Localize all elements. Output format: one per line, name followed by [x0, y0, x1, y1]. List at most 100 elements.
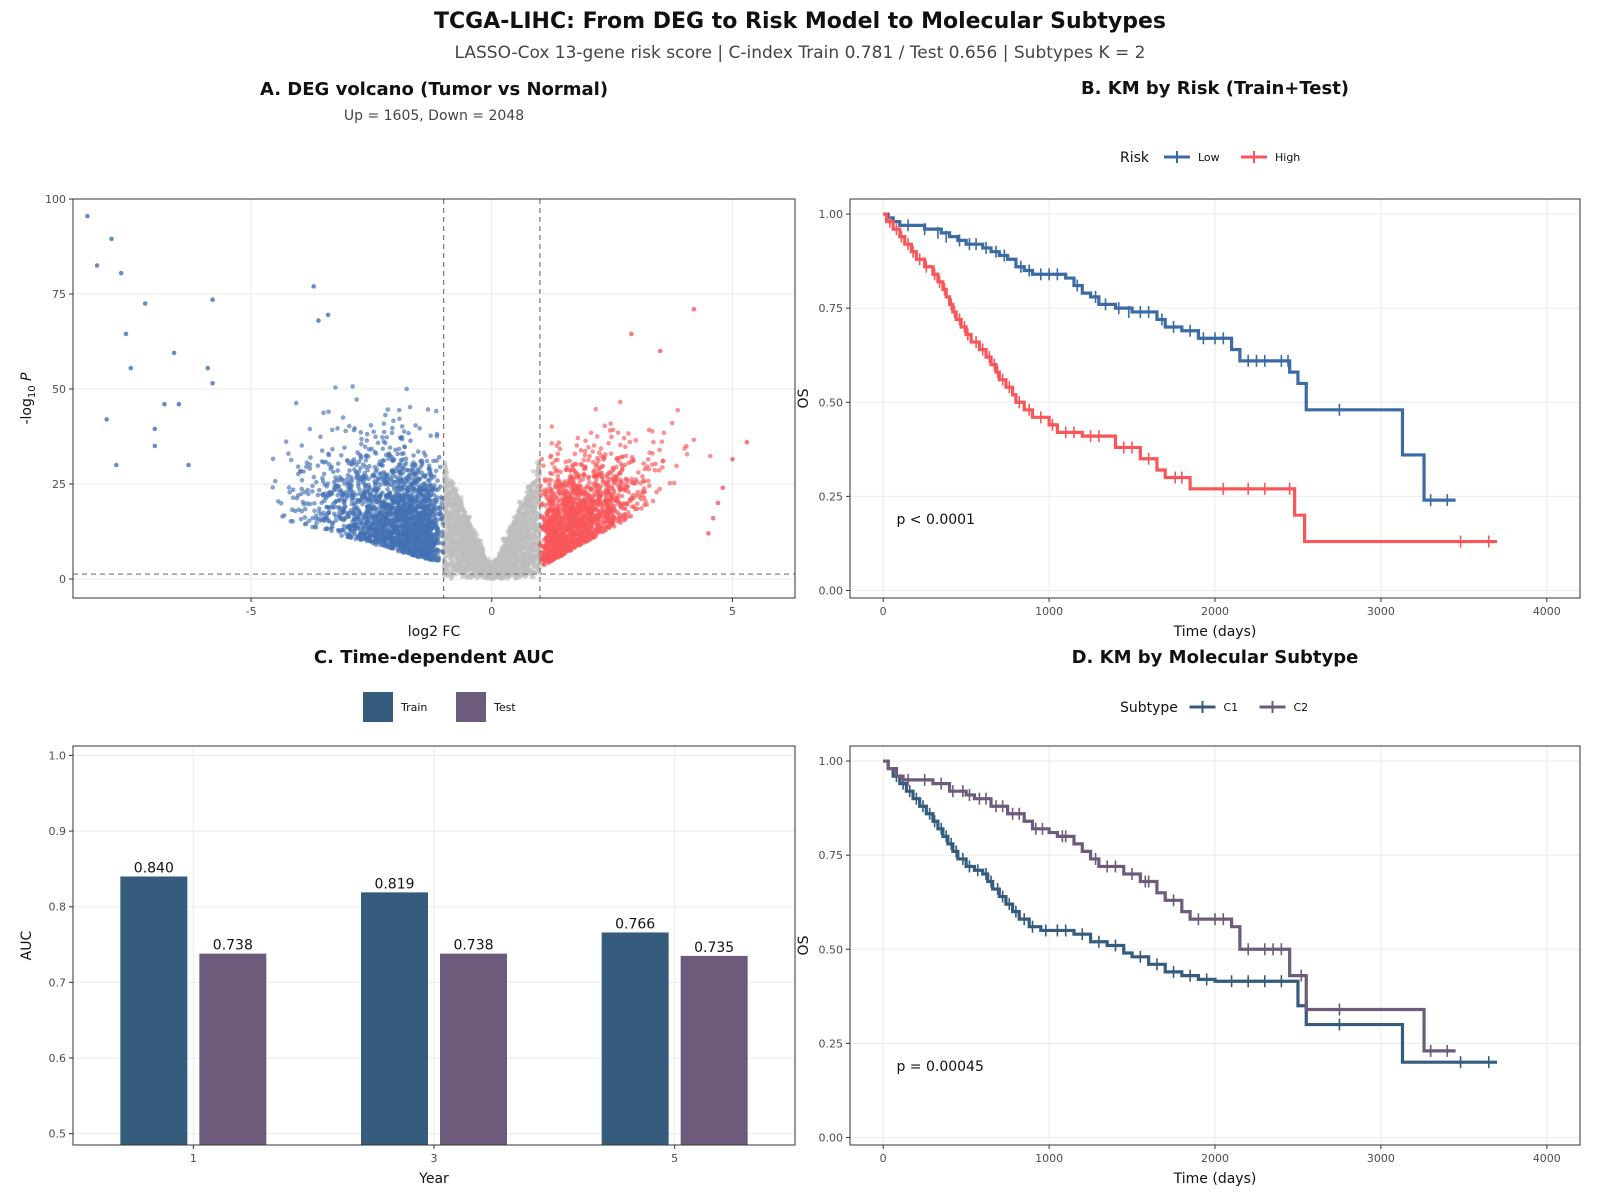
- point-down: [335, 461, 341, 466]
- point-ns: [447, 549, 452, 555]
- point-down: [364, 509, 370, 515]
- point-down: [353, 516, 358, 522]
- point-down: [322, 518, 327, 523]
- point-down: [312, 508, 317, 514]
- point-down: [410, 481, 415, 486]
- point-down: [331, 487, 337, 492]
- point-ns: [441, 563, 447, 569]
- point-ns: [450, 518, 456, 523]
- point-ns: [448, 542, 453, 547]
- point-down: [439, 500, 444, 506]
- point-down: [401, 429, 407, 434]
- point-down: [408, 438, 413, 444]
- point-down: [386, 520, 392, 525]
- point-down: [409, 504, 414, 509]
- point-ns: [534, 468, 540, 473]
- point-ns: [519, 512, 525, 517]
- point-down: [347, 510, 353, 516]
- point-down: [401, 466, 406, 471]
- point-down: [422, 509, 428, 515]
- point-down: [347, 468, 352, 473]
- point-ns: [460, 507, 466, 512]
- point-down: [424, 505, 430, 511]
- point-down: [345, 476, 350, 482]
- point-ns: [502, 571, 507, 577]
- point-down: [287, 489, 293, 495]
- point-down: [418, 458, 423, 464]
- point-down: [435, 536, 441, 542]
- point-down: [368, 422, 374, 428]
- point-down: [316, 506, 322, 512]
- point-ns: [444, 486, 449, 492]
- point-down: [390, 538, 396, 544]
- point-up: [586, 475, 591, 481]
- point-down: [326, 518, 332, 524]
- point-down: [428, 557, 433, 562]
- point-down: [421, 539, 426, 544]
- point-down: [415, 554, 420, 559]
- point-down: [335, 483, 340, 489]
- point-ns: [468, 542, 474, 548]
- point-down: [411, 528, 417, 533]
- point-ns: [518, 527, 524, 533]
- point-down: [390, 505, 395, 511]
- point-down: [413, 494, 419, 500]
- point-down: [406, 534, 412, 540]
- point-ns: [458, 498, 463, 503]
- point-down: [324, 484, 330, 489]
- point-ns: [523, 535, 529, 541]
- point-down: [407, 508, 413, 514]
- point-down: [299, 486, 305, 492]
- point-down: [359, 474, 365, 480]
- point-down: [397, 487, 403, 493]
- point-ns: [454, 543, 460, 549]
- point-down: [391, 530, 397, 536]
- point-down: [305, 487, 310, 493]
- point-down: [346, 423, 352, 429]
- point-down: [316, 516, 321, 522]
- point-down: [377, 510, 383, 515]
- point-down: [341, 478, 346, 483]
- point-down: [402, 444, 407, 449]
- point-ns: [449, 526, 454, 532]
- point-down: [351, 532, 357, 537]
- point-ns: [518, 572, 524, 578]
- point-down: [390, 425, 395, 431]
- point-ns: [452, 491, 458, 496]
- point-down: [325, 504, 330, 510]
- point-ns: [523, 545, 528, 551]
- point-down: [383, 493, 389, 499]
- point-down: [323, 526, 328, 532]
- point-ns: [525, 503, 530, 509]
- point-down: [307, 501, 313, 507]
- point-ns: [453, 525, 458, 530]
- point-ns: [528, 555, 533, 560]
- point-ns: [457, 519, 463, 525]
- point-down: [275, 499, 281, 504]
- point-down: [359, 530, 364, 536]
- point-down: [310, 515, 315, 521]
- point-down: [295, 464, 301, 469]
- point-down: [364, 431, 370, 437]
- point-down: [381, 421, 387, 426]
- point-down: [425, 550, 430, 556]
- point-down: [358, 430, 364, 435]
- point-down: [394, 542, 400, 548]
- point-ns: [461, 535, 467, 541]
- point-down: [403, 460, 409, 466]
- point-down: [416, 511, 422, 516]
- point-ns: [482, 560, 487, 566]
- point-down: [364, 438, 370, 443]
- point-down: [335, 468, 341, 473]
- point-down: [335, 492, 341, 498]
- point-ns: [464, 530, 470, 535]
- point-down: [298, 516, 304, 522]
- point-ns: [509, 523, 514, 528]
- point-down: [283, 439, 289, 444]
- point-up: [563, 459, 569, 465]
- point-down: [381, 429, 387, 435]
- point-down: [335, 426, 340, 431]
- point-down: [406, 472, 412, 478]
- point-up: [602, 423, 608, 429]
- point-ns: [527, 509, 532, 515]
